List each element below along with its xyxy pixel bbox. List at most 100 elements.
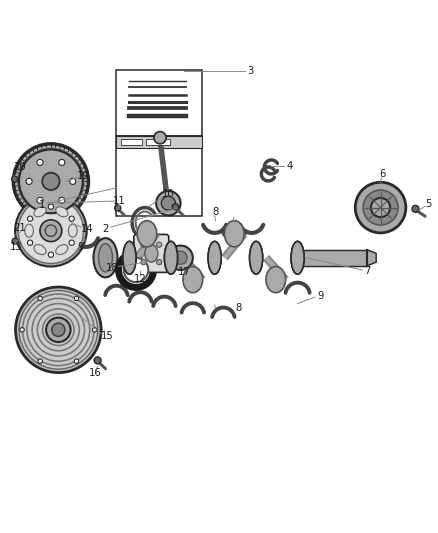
Circle shape xyxy=(156,191,180,215)
Circle shape xyxy=(15,287,101,373)
Ellipse shape xyxy=(99,244,113,272)
FancyBboxPatch shape xyxy=(134,235,169,272)
Circle shape xyxy=(18,148,84,215)
Ellipse shape xyxy=(25,224,33,237)
Ellipse shape xyxy=(56,207,68,217)
Text: 8: 8 xyxy=(236,303,242,313)
Circle shape xyxy=(156,242,162,247)
Circle shape xyxy=(15,195,87,266)
Circle shape xyxy=(19,149,83,213)
Circle shape xyxy=(46,318,71,342)
Text: 2: 2 xyxy=(102,223,109,233)
Circle shape xyxy=(74,359,79,364)
Circle shape xyxy=(40,220,62,241)
Ellipse shape xyxy=(145,245,158,262)
FancyBboxPatch shape xyxy=(117,135,201,216)
Text: 1: 1 xyxy=(39,199,46,209)
Text: 19: 19 xyxy=(77,171,90,181)
Circle shape xyxy=(174,251,187,264)
Circle shape xyxy=(69,240,74,245)
Circle shape xyxy=(20,328,24,332)
Circle shape xyxy=(42,173,60,190)
Text: 5: 5 xyxy=(425,199,432,209)
Text: 14: 14 xyxy=(81,224,93,234)
Circle shape xyxy=(156,260,162,265)
Circle shape xyxy=(94,357,101,364)
Circle shape xyxy=(168,246,193,270)
Circle shape xyxy=(52,323,65,336)
Ellipse shape xyxy=(250,241,263,274)
Ellipse shape xyxy=(34,207,46,217)
Polygon shape xyxy=(367,250,376,265)
Circle shape xyxy=(74,296,79,301)
Ellipse shape xyxy=(291,241,304,274)
Circle shape xyxy=(59,197,65,203)
Circle shape xyxy=(363,190,398,225)
Circle shape xyxy=(59,159,65,166)
Circle shape xyxy=(141,242,146,247)
Ellipse shape xyxy=(208,241,221,274)
Text: 7: 7 xyxy=(364,266,371,276)
Ellipse shape xyxy=(266,266,286,293)
Circle shape xyxy=(412,205,419,212)
Circle shape xyxy=(371,198,390,217)
Circle shape xyxy=(48,252,53,257)
Circle shape xyxy=(26,179,32,184)
Circle shape xyxy=(141,260,146,265)
Circle shape xyxy=(28,240,33,245)
Circle shape xyxy=(18,198,84,263)
Circle shape xyxy=(48,204,53,209)
Circle shape xyxy=(12,176,18,182)
Circle shape xyxy=(38,359,42,364)
Text: 9: 9 xyxy=(317,291,324,301)
Circle shape xyxy=(119,253,153,287)
Text: 16: 16 xyxy=(88,368,101,378)
FancyBboxPatch shape xyxy=(146,139,170,145)
Text: 21: 21 xyxy=(14,223,26,233)
Text: 15: 15 xyxy=(101,332,113,341)
Text: 8: 8 xyxy=(212,207,219,217)
Ellipse shape xyxy=(123,241,136,274)
Circle shape xyxy=(70,179,76,184)
Circle shape xyxy=(124,258,148,282)
Circle shape xyxy=(69,216,74,221)
Ellipse shape xyxy=(208,241,221,274)
Ellipse shape xyxy=(291,241,304,274)
Ellipse shape xyxy=(68,224,77,237)
Text: 13: 13 xyxy=(10,242,23,252)
Text: 9: 9 xyxy=(77,242,83,252)
Ellipse shape xyxy=(56,245,68,255)
Ellipse shape xyxy=(137,221,157,247)
Circle shape xyxy=(12,238,18,244)
Ellipse shape xyxy=(224,221,244,247)
Circle shape xyxy=(161,196,175,210)
Circle shape xyxy=(45,225,57,236)
FancyBboxPatch shape xyxy=(117,70,201,135)
Circle shape xyxy=(19,290,98,369)
Circle shape xyxy=(92,328,97,332)
Circle shape xyxy=(13,144,88,219)
Text: 4: 4 xyxy=(286,161,293,171)
Ellipse shape xyxy=(183,266,203,293)
Circle shape xyxy=(154,132,166,144)
Ellipse shape xyxy=(164,241,177,274)
FancyBboxPatch shape xyxy=(117,135,201,148)
Ellipse shape xyxy=(164,241,177,274)
Text: 17: 17 xyxy=(178,267,191,277)
Circle shape xyxy=(37,197,43,203)
Ellipse shape xyxy=(34,245,46,255)
Text: 10: 10 xyxy=(162,189,174,199)
FancyBboxPatch shape xyxy=(121,139,142,145)
Text: 12: 12 xyxy=(134,274,147,284)
Circle shape xyxy=(355,182,406,233)
Circle shape xyxy=(37,159,43,166)
Circle shape xyxy=(172,204,178,210)
Text: 11: 11 xyxy=(113,196,126,206)
Text: 18: 18 xyxy=(106,263,119,273)
Ellipse shape xyxy=(250,241,263,274)
Ellipse shape xyxy=(123,241,136,274)
Text: 6: 6 xyxy=(380,168,386,179)
Circle shape xyxy=(38,296,42,301)
Circle shape xyxy=(115,205,121,211)
Circle shape xyxy=(28,216,33,221)
